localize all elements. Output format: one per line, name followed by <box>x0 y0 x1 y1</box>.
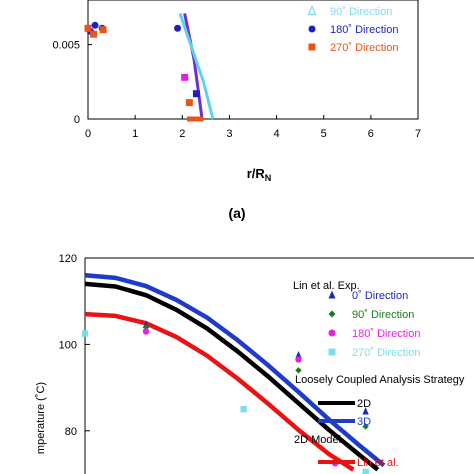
legend-label: 180˚ Direction <box>330 24 398 36</box>
exp-point <box>362 468 369 474</box>
panel-a-xlabel: r/RN <box>247 166 272 183</box>
legend-label: 2D <box>357 398 371 410</box>
exp-point <box>295 356 302 363</box>
exp-point <box>240 406 247 413</box>
panel-a-plot-frame <box>87 0 419 120</box>
data-point <box>99 26 107 34</box>
x-tick-label: 5 <box>321 128 327 140</box>
legend-label: 90˚ Direction <box>352 309 414 321</box>
x-tick-label: 0 <box>85 128 91 140</box>
profile-line <box>183 13 204 120</box>
y-tick-label: 120 <box>59 253 77 265</box>
legend-title: 2D Model <box>294 434 341 446</box>
legend-marker <box>328 290 336 299</box>
series-line <box>84 311 355 472</box>
panel-b: 80 100 120 mperature (˚C) Lin et al. Exp.0… <box>35 253 474 474</box>
x-tick-label: 3 <box>226 128 232 140</box>
legend-title: Loosely Coupled Analysis Strategy <box>295 374 465 386</box>
data-point <box>90 30 98 38</box>
exp-point <box>81 330 89 337</box>
legend-label: 180˚ Direction <box>352 328 420 340</box>
legend-label: 3D <box>357 416 371 428</box>
panel-b-ylabel: mperature (˚C) <box>35 382 47 454</box>
data-point <box>174 24 182 32</box>
y-tick-label: 100 <box>59 339 77 351</box>
exp-point <box>362 423 369 430</box>
y-tick-label: 80 <box>65 426 77 438</box>
legend-title: Lin et al. Exp. <box>293 280 360 292</box>
legend-label: 270˚ Direction <box>330 42 398 54</box>
data-point <box>185 99 193 107</box>
exp-point <box>362 407 369 415</box>
exp-point <box>142 328 150 335</box>
legend-marker <box>307 5 317 16</box>
legend-marker <box>328 329 336 337</box>
panel-a-legend: 90˚ Direction 180˚ Direction 270˚ Directio… <box>307 5 398 54</box>
panel-a-label: (a) <box>228 205 245 221</box>
legend-marker <box>308 25 316 33</box>
legend-label: 90˚ Direction <box>330 6 392 18</box>
y-tick-label: 0 <box>74 114 80 126</box>
x-tick-label: 1 <box>132 128 138 140</box>
exp-point <box>295 351 302 359</box>
x-tick-label: 4 <box>274 128 280 140</box>
series-line <box>84 273 386 468</box>
legend-marker <box>308 43 316 51</box>
data-point <box>192 90 200 98</box>
data-point <box>84 24 92 32</box>
legend-marker <box>328 310 336 318</box>
x-tick-label: 2 <box>179 128 185 140</box>
panel-b-legend: Lin et al. Exp.0˚ Direction 90˚ Direction… <box>293 280 465 469</box>
data-point <box>91 21 99 29</box>
exp-point <box>295 367 302 374</box>
legend-label: 270˚ Direction <box>352 347 420 359</box>
x-tick-label: 7 <box>415 128 421 140</box>
data-point <box>181 73 189 81</box>
legend-label: Lin et al. <box>357 457 399 469</box>
profile-line <box>178 12 215 120</box>
panel-a: 0 1 2 3 4 5 6 7 0 0.005 90˚ Direction 180˚ Directi… <box>52 0 421 221</box>
exp-point <box>142 323 150 331</box>
x-tick-label: 6 <box>368 128 374 140</box>
legend-marker <box>328 348 336 356</box>
y-tick-label: 0.005 <box>52 40 80 52</box>
legend-label: 0˚ Direction <box>352 290 408 302</box>
series-line <box>84 281 380 472</box>
